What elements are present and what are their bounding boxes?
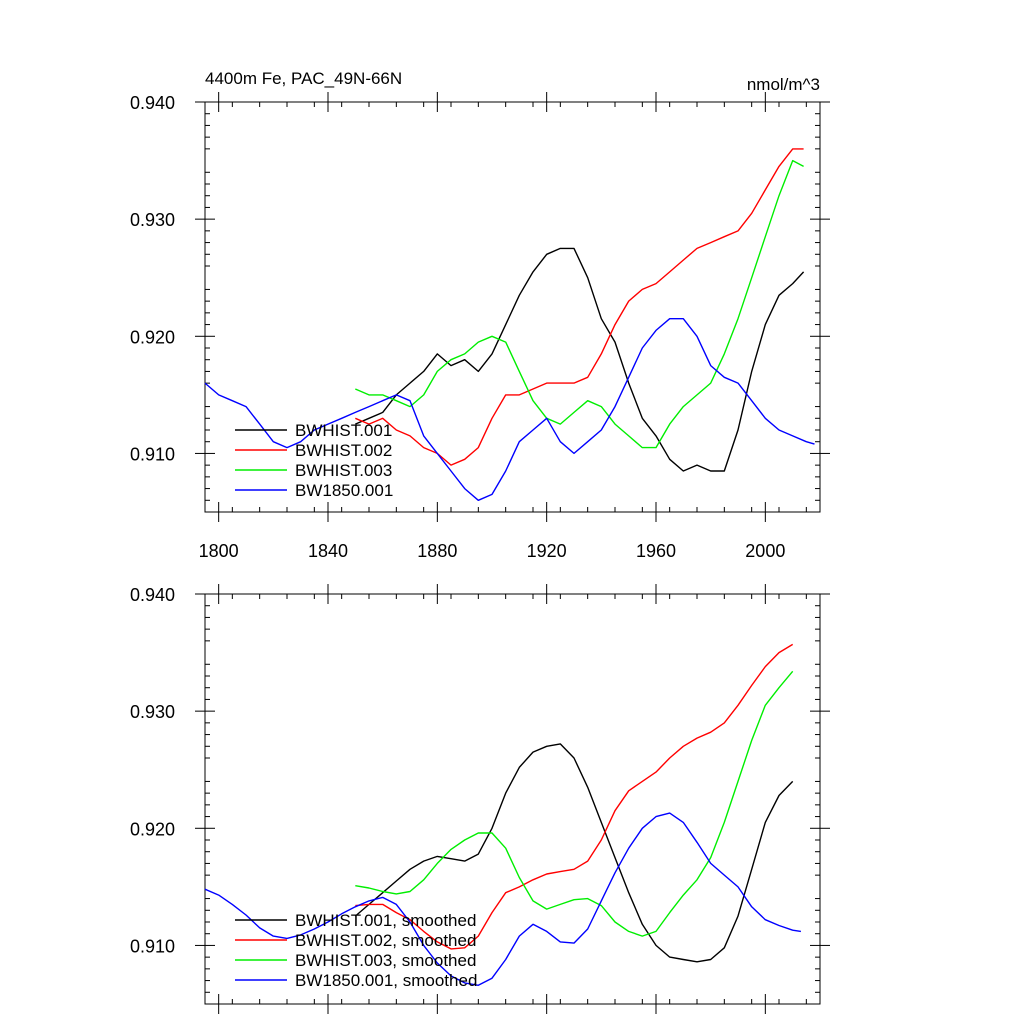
series-line-bwhist-001-smoothed [354,743,794,963]
series-line-bwhist-002 [355,148,804,466]
bottom-panel: 0.910 0.920 0.930 0.940 BWHIST.001, smoothed… [130,584,830,1014]
y-tick-label: 0.910 [130,936,175,956]
legend-label: BWHIST.002 [295,441,392,460]
y-tick-label: 0.910 [130,444,175,464]
top-panel: 1800 1840 1880 1920 1960 2000 0.910 0.920 0.930 0… [130,69,830,561]
legend-label: BW1850.001, smoothed [295,971,477,990]
x-tick-label: 1800 [199,541,239,561]
x-tick-label: 2000 [745,541,785,561]
y-tick-label: 0.940 [130,585,175,605]
series-line-bw1850-001-smoothed [204,812,802,986]
legend-label: BWHIST.001 [295,421,392,440]
series-line-bwhist-001 [355,247,805,472]
legend-label: BWHIST.003, smoothed [295,951,476,970]
x-tick-label: 1960 [636,541,676,561]
series-line-bwhist-003 [355,159,804,449]
legend-label: BWHIST.001, smoothed [295,911,476,930]
y-tick-label: 0.920 [130,819,175,839]
legend-label: BWHIST.003 [295,461,392,480]
chart-title: 4400m Fe, PAC_49N-66N [205,69,402,88]
series-line-bwhist-002-smoothed [355,643,794,950]
units-label: nmol/m^3 [747,75,820,94]
plot-frame [204,101,821,513]
x-tick-label: 1920 [527,541,567,561]
y-tick-label: 0.920 [130,327,175,347]
y-tick-label: 0.930 [130,210,175,230]
legend-label: BWHIST.002, smoothed [295,931,476,950]
y-tick-label: 0.930 [130,702,175,722]
series-line-bw1850-001 [204,318,815,501]
x-tick-label: 1840 [308,541,348,561]
legend-label: BW1850.001 [295,481,393,500]
plot-frame [204,593,821,1005]
x-tick-label: 1880 [417,541,457,561]
series-line-bwhist-003-smoothed [355,670,794,937]
y-tick-label: 0.940 [130,93,175,113]
